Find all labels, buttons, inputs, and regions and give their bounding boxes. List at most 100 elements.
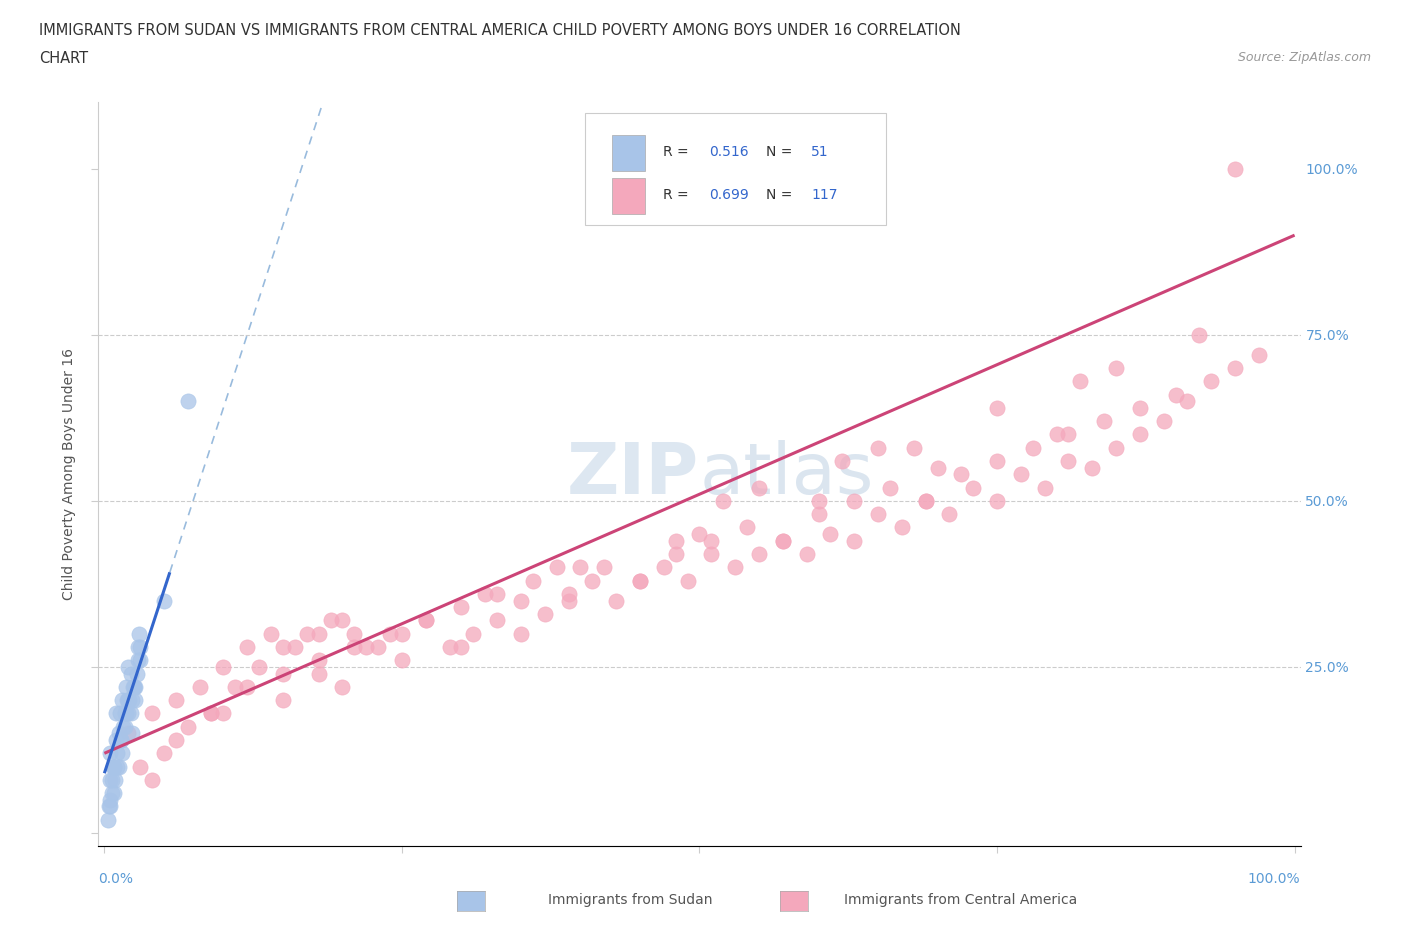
Point [103, 786, 125, 801]
Point [450, 600, 472, 615]
Point [117, 726, 139, 741]
Point [115, 693, 138, 708]
Text: Immigrants from Sudan: Immigrants from Sudan [548, 893, 713, 908]
Point [1057, 454, 1080, 469]
Point [212, 659, 235, 674]
Point [463, 626, 485, 641]
Text: R =: R = [664, 145, 693, 159]
Point [127, 640, 149, 655]
Point [581, 573, 603, 588]
Point [700, 533, 723, 548]
Point [114, 680, 136, 695]
Point [111, 746, 134, 761]
Point [98, 792, 121, 807]
Point [111, 693, 134, 708]
Point [486, 587, 509, 602]
Text: Source: ZipAtlas.com: Source: ZipAtlas.com [1237, 51, 1371, 64]
Point [236, 680, 259, 695]
Point [450, 640, 472, 655]
Point [343, 640, 366, 655]
Point [1022, 440, 1045, 455]
Point [271, 693, 294, 708]
Point [97, 812, 120, 827]
Point [1223, 361, 1246, 376]
Point [141, 706, 163, 721]
Point [593, 560, 616, 575]
Text: 0.699: 0.699 [709, 188, 749, 203]
Point [117, 693, 139, 708]
Text: IMMIGRANTS FROM SUDAN VS IMMIGRANTS FROM CENTRAL AMERICA CHILD POVERTY AMONG BOY: IMMIGRANTS FROM SUDAN VS IMMIGRANTS FROM… [39, 23, 962, 38]
Point [118, 693, 141, 708]
Point [153, 593, 176, 608]
Point [711, 494, 734, 509]
Point [546, 560, 568, 575]
Point [700, 547, 723, 562]
Point [124, 680, 146, 695]
Point [319, 613, 342, 628]
Text: N =: N = [766, 188, 796, 203]
Point [510, 593, 533, 608]
Text: R =: R = [664, 188, 693, 203]
Point [260, 626, 283, 641]
Point [125, 666, 148, 681]
Point [391, 626, 413, 641]
Point [628, 573, 651, 588]
Point [271, 640, 294, 655]
Point [605, 593, 627, 608]
Point [105, 733, 128, 748]
Point [114, 719, 136, 734]
Text: N =: N = [766, 145, 796, 159]
Point [796, 547, 818, 562]
Point [628, 573, 651, 588]
Point [914, 494, 936, 509]
Point [986, 494, 1008, 509]
Point [415, 613, 437, 628]
Text: 117: 117 [811, 188, 838, 203]
Point [117, 659, 139, 674]
Point [224, 680, 246, 695]
Point [735, 520, 758, 535]
Point [110, 733, 132, 748]
Point [1129, 401, 1152, 416]
Point [284, 640, 307, 655]
Point [378, 626, 401, 641]
Point [533, 606, 555, 621]
Point [120, 706, 142, 721]
Point [112, 719, 135, 734]
Point [1153, 414, 1175, 429]
Point [105, 706, 128, 721]
Point [1105, 361, 1128, 376]
Point [1247, 347, 1270, 362]
Point [569, 560, 592, 575]
Bar [612, 135, 645, 171]
Point [866, 440, 889, 455]
Point [122, 680, 145, 695]
Point [1045, 427, 1067, 442]
Point [127, 653, 149, 668]
Point [122, 680, 145, 695]
Point [927, 460, 949, 475]
Point [129, 653, 152, 668]
Point [510, 626, 533, 641]
Point [343, 626, 366, 641]
Point [1033, 480, 1056, 495]
Point [724, 560, 747, 575]
Bar [612, 179, 645, 214]
Point [100, 773, 122, 788]
Point [120, 666, 142, 681]
Point [98, 799, 121, 814]
Point [129, 640, 152, 655]
Point [748, 547, 770, 562]
Point [1057, 427, 1080, 442]
Point [110, 733, 132, 748]
Point [844, 533, 866, 548]
Point [122, 680, 145, 695]
Point [114, 706, 136, 721]
Point [200, 706, 222, 721]
Point [807, 494, 830, 509]
Point [1201, 374, 1223, 389]
Point [107, 746, 129, 761]
Point [866, 507, 889, 522]
Point [129, 759, 152, 774]
Point [200, 706, 222, 721]
